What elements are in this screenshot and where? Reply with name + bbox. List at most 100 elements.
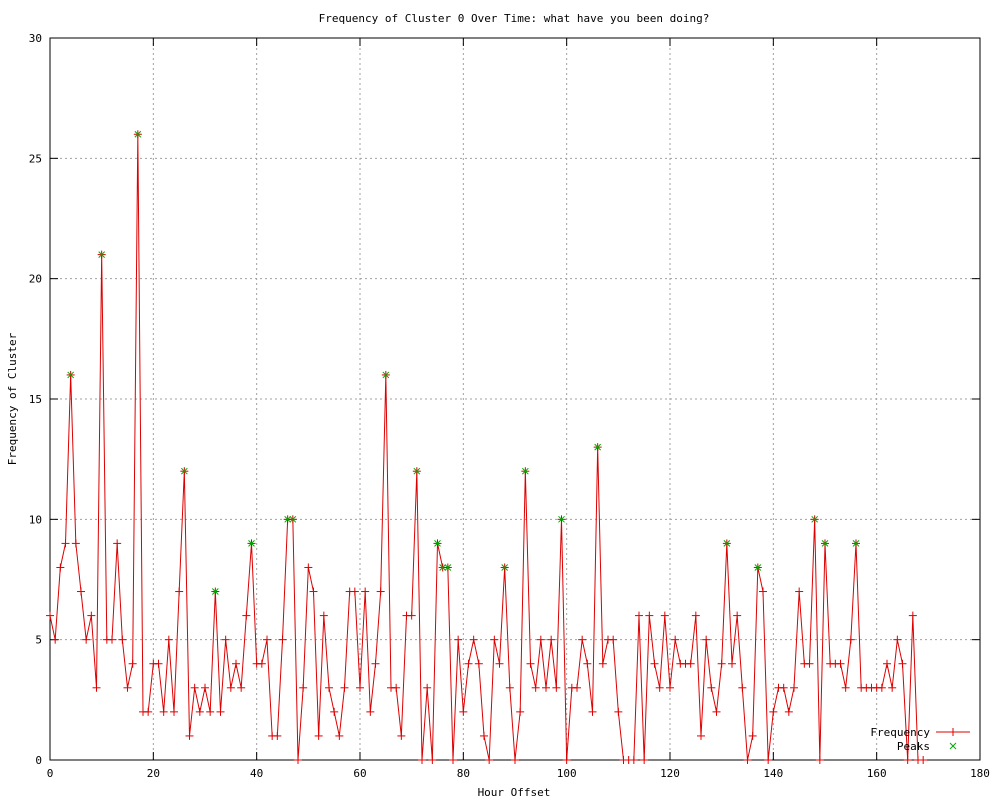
frequency-point: [159, 707, 168, 716]
peak-point: [723, 540, 731, 547]
frequency-point: [304, 563, 313, 572]
legend-marker-peaks-glyph: [949, 742, 957, 750]
frequency-point: [536, 635, 545, 644]
frequency-point: [226, 683, 235, 692]
y-tick-label: 10: [29, 513, 42, 526]
frequency-point: [361, 587, 370, 596]
frequency-point: [511, 756, 519, 764]
legend-marker-frequency-glyph: [949, 728, 957, 736]
frequency-point: [108, 635, 116, 644]
series-layer: [46, 130, 928, 764]
legend-marker-peaks: [949, 742, 957, 750]
frequency-point: [330, 707, 339, 716]
peak-point: [382, 371, 390, 379]
x-tick-label: 40: [250, 767, 263, 780]
frequency-point: [795, 587, 804, 596]
frequency-point: [743, 756, 752, 764]
frequency-point: [645, 611, 654, 620]
frequency-point: [883, 659, 891, 668]
frequency-point: [516, 707, 525, 716]
frequency-point: [650, 659, 659, 668]
frequency-point: [164, 635, 173, 644]
peak-point: [852, 540, 860, 547]
frequency-point: [903, 756, 912, 764]
frequency-point: [325, 683, 333, 692]
frequency-point: [206, 707, 215, 716]
frequency-point: [175, 587, 184, 596]
frequency-point: [717, 659, 726, 668]
x-tick-label: 60: [353, 767, 366, 780]
peak-point: [211, 588, 219, 595]
frequency-point: [728, 659, 736, 668]
frequency-line: [49, 134, 924, 761]
frequency-point: [428, 756, 437, 764]
frequency-point: [216, 707, 225, 716]
frequency-point: [77, 587, 85, 596]
frequency-point: [712, 707, 721, 716]
frequency-point: [294, 756, 302, 764]
frequency-point: [490, 635, 499, 644]
peak-point: [248, 540, 255, 547]
frequency-point: [371, 659, 380, 668]
frequency-point: [805, 659, 814, 668]
x-tick-label: 180: [970, 767, 990, 780]
frequency-point: [702, 635, 711, 644]
frequency-point: [154, 659, 163, 668]
legend-marker-frequency: [949, 728, 957, 736]
x-tick-label: 0: [47, 767, 54, 780]
frequency-point: [464, 659, 473, 668]
frequency-point: [790, 683, 798, 692]
frequency-point: [691, 611, 700, 620]
peak-point: [594, 443, 602, 451]
peak-point: [98, 251, 106, 258]
x-tick-label: 80: [457, 767, 470, 780]
frequency-point: [201, 683, 209, 692]
peak-point: [284, 515, 292, 523]
frequency-point: [573, 683, 581, 692]
peak-point: [754, 564, 762, 571]
frequency-point: [655, 683, 664, 692]
frequency-point: [629, 756, 638, 764]
frequency-point: [232, 659, 240, 668]
peak-point: [289, 515, 297, 523]
peak-point: [444, 564, 452, 571]
peak-point: [558, 515, 565, 523]
frequency-point: [480, 731, 488, 740]
axis-ticks: 0 5 10 15 20 25 30 0 20 40 60 80 100 120 140 160 180: [29, 32, 990, 780]
frequency-point: [190, 683, 199, 692]
x-tick-label: 140: [763, 767, 783, 780]
frequency-point: [769, 707, 778, 716]
peak-point: [439, 564, 447, 571]
legend-label-peaks: Peaks: [897, 740, 930, 753]
peak-point: [501, 564, 509, 571]
frequency-point: [877, 683, 886, 692]
frequency-point: [485, 756, 494, 764]
legend-label-frequency: Frequency: [870, 726, 930, 739]
legend: Frequency Peaks: [870, 726, 970, 753]
frequency-point: [185, 731, 194, 740]
frequency-point: [454, 635, 463, 644]
frequency-point: [242, 611, 251, 620]
frequency-point: [495, 659, 504, 668]
frequency-point: [779, 683, 788, 692]
frequency-point: [459, 707, 468, 716]
frequency-point: [87, 611, 96, 620]
frequency-point: [340, 683, 349, 692]
frequency-point: [583, 659, 592, 668]
frequency-point: [846, 635, 855, 644]
frequency-point: [418, 756, 426, 764]
frequency-point: [278, 635, 287, 644]
y-tick-label: 5: [35, 634, 42, 647]
frequency-point: [562, 756, 571, 764]
frequency-point: [350, 587, 359, 596]
frequency-point: [666, 683, 674, 692]
peak-point: [821, 540, 829, 547]
frequency-point: [71, 539, 80, 548]
frequency-point: [123, 683, 132, 692]
y-axis-label: Frequency of Cluster: [6, 332, 19, 465]
frequency-point: [309, 587, 318, 596]
frequency-point: [505, 683, 514, 692]
peak-point: [521, 467, 529, 475]
frequency-point: [697, 731, 705, 740]
x-tick-label: 100: [557, 767, 577, 780]
